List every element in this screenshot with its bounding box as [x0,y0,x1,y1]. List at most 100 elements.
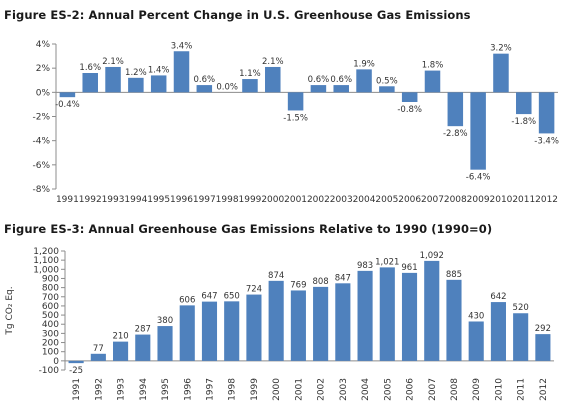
y-tick-label: 100 [42,348,59,358]
y-tick-label: -2% [32,113,50,123]
data-label: 210 [112,332,128,342]
bar [333,85,349,93]
bar [538,92,555,134]
data-label: -0.4% [55,100,80,110]
data-label: 769 [290,280,306,290]
bar [379,267,395,361]
bar [268,280,284,361]
bar [105,66,121,93]
y-axis-title: Tg CO₂ Eq. [5,286,15,335]
data-label: -0.8% [397,105,422,115]
x-tick-label: 2000 [261,195,284,205]
data-label: 1.1% [239,69,261,79]
data-label: 885 [446,270,462,280]
bar [82,73,98,93]
data-label: -6.4% [466,173,491,183]
data-label: 1.8% [422,61,444,71]
bar [128,77,144,93]
y-tick-label: -4% [32,137,50,147]
bar [265,66,281,93]
data-label: 642 [490,292,506,302]
bar [516,92,532,115]
x-tick-label: 2009 [472,378,482,401]
x-tick-label: 2006 [406,378,416,401]
data-label: -3.4% [534,136,559,146]
x-tick-label: 2012 [539,378,549,401]
x-tick-label: 1997 [193,195,216,205]
bar [242,79,258,93]
data-label: 380 [157,316,173,326]
data-label: 0.6% [308,75,330,85]
x-tick-label: 1993 [117,378,127,401]
data-label: 430 [468,311,484,321]
x-tick-label: 1998 [228,378,238,401]
data-label: 961 [401,263,417,273]
x-tick-label: 2007 [421,195,444,205]
data-label: 606 [179,295,195,305]
y-tick-label: 2% [36,64,51,74]
x-tick-label: 1997 [205,378,215,401]
x-tick-label: 1991 [72,378,82,401]
y-tick-label: -8% [32,185,50,195]
x-tick-label: 1995 [161,378,171,401]
data-label: 647 [201,292,217,302]
bar [470,92,486,170]
data-label: 1,092 [420,251,444,261]
y-tick-label: 600 [42,302,59,312]
chart-title: Figure ES-2: Annual Percent Change in U.… [4,8,471,22]
data-label: 808 [312,277,328,287]
x-tick-label: 2008 [444,195,467,205]
bar [113,341,129,361]
x-tick-label: 1991 [56,195,79,205]
bar [535,334,551,361]
data-label: 1.2% [125,68,147,78]
bar [401,272,418,361]
bar [310,85,327,93]
x-tick-label: 2007 [428,378,438,401]
bar [59,92,76,98]
bar [424,260,440,361]
y-tick-label: -100 [39,366,60,376]
data-label: 292 [535,324,551,334]
bar [424,70,441,93]
bar [335,283,351,361]
bar [313,286,329,361]
x-tick-label: 1994 [139,378,149,401]
data-label: 0.0% [216,82,238,92]
bar [290,290,306,361]
x-tick-label: 2001 [284,195,307,205]
x-tick-label: 2004 [361,378,371,401]
x-tick-label: 1996 [170,195,193,205]
bar [447,92,464,127]
bar [513,313,529,361]
x-tick-label: 2010 [490,195,513,205]
bar [68,360,84,364]
x-tick-label: 2011 [512,195,535,205]
x-tick-label: 2011 [517,378,527,401]
bar [157,326,173,361]
data-label: 724 [246,285,262,295]
bar [246,294,262,361]
y-tick-label: 300 [42,329,59,339]
bar [468,321,484,361]
bar [173,51,190,93]
data-label: -25 [69,366,83,376]
bar [357,270,373,361]
y-tick-label: 1,100 [33,256,59,266]
percent-change-chart: 4%2%0%-2%-4%-6%-8%-0.4%19911.6%19922.1%1… [32,40,559,205]
x-tick-label: 2005 [375,195,398,205]
data-label: 2.1% [102,57,124,67]
x-tick-label: 2010 [494,378,504,401]
bar [90,353,106,361]
data-label: 520 [513,303,529,313]
data-label: 1.4% [148,65,170,75]
data-label: 2.1% [262,57,284,67]
data-label: 3.4% [171,41,193,51]
x-tick-label: 2012 [535,195,558,205]
x-tick-label: 2001 [294,378,304,401]
x-tick-label: 1998 [216,195,239,205]
y-tick-label: 500 [42,311,59,321]
data-label: -1.8% [511,117,536,127]
y-tick-label: 800 [42,284,59,294]
